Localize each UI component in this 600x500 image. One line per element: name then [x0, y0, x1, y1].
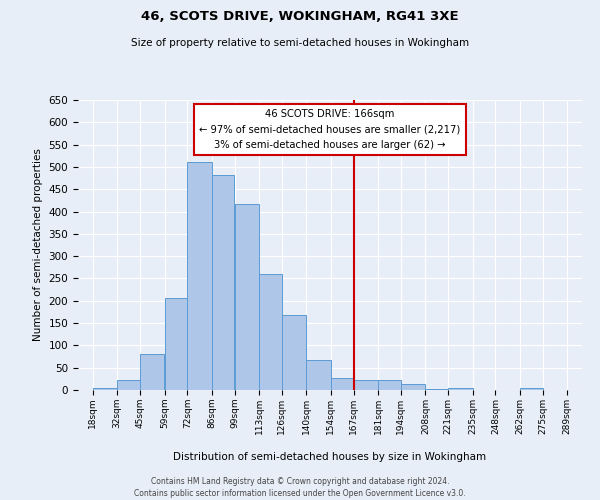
Y-axis label: Number of semi-detached properties: Number of semi-detached properties	[33, 148, 43, 342]
Text: Distribution of semi-detached houses by size in Wokingham: Distribution of semi-detached houses by …	[173, 452, 487, 462]
Bar	[235, 204, 259, 390]
Bar	[118, 380, 140, 390]
Text: Contains HM Land Registry data © Crown copyright and database right 2024.: Contains HM Land Registry data © Crown c…	[151, 478, 449, 486]
Bar	[307, 360, 331, 390]
Bar	[187, 162, 212, 390]
Bar	[140, 354, 164, 390]
Text: 46 SCOTS DRIVE: 166sqm
← 97% of semi-detached houses are smaller (2,217)
3% of s: 46 SCOTS DRIVE: 166sqm ← 97% of semi-det…	[199, 108, 461, 150]
Bar	[331, 378, 353, 390]
Bar	[259, 274, 282, 390]
Bar	[448, 388, 473, 390]
Bar	[401, 384, 425, 390]
Bar	[378, 380, 401, 390]
Text: Size of property relative to semi-detached houses in Wokingham: Size of property relative to semi-detach…	[131, 38, 469, 48]
Bar	[93, 388, 117, 390]
Bar	[425, 388, 448, 390]
Bar	[354, 380, 378, 390]
Bar	[282, 315, 306, 390]
Bar	[520, 388, 542, 390]
Bar	[164, 298, 187, 390]
Text: 46, SCOTS DRIVE, WOKINGHAM, RG41 3XE: 46, SCOTS DRIVE, WOKINGHAM, RG41 3XE	[141, 10, 459, 23]
Bar	[212, 176, 235, 390]
Text: Contains public sector information licensed under the Open Government Licence v3: Contains public sector information licen…	[134, 489, 466, 498]
